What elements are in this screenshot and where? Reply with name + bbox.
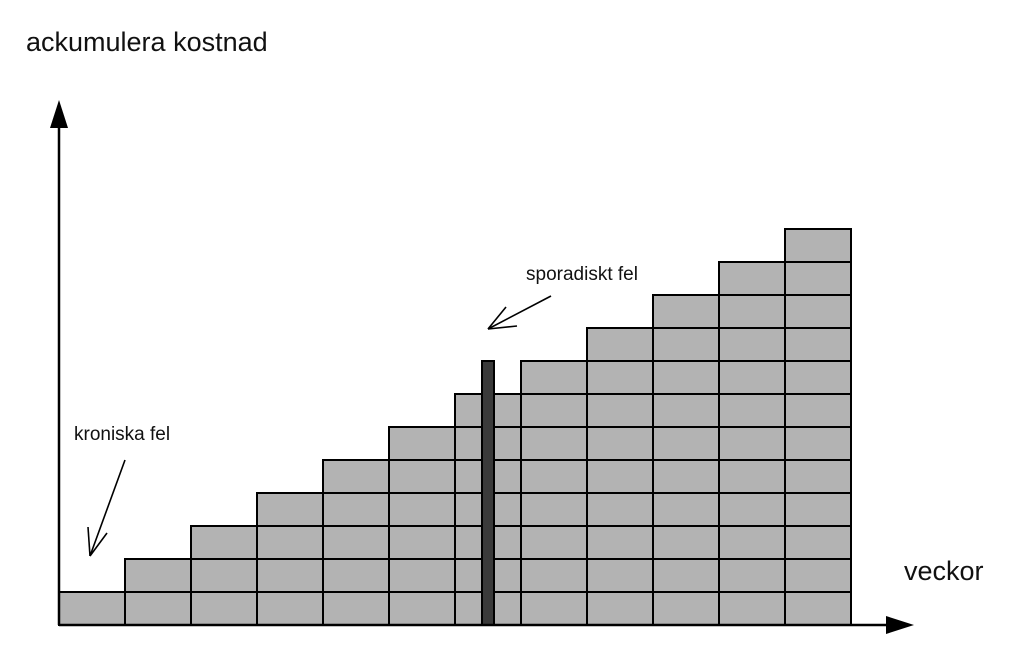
cost-block [718, 492, 786, 527]
cost-block [520, 459, 588, 494]
cost-block [784, 294, 852, 329]
cost-block [718, 393, 786, 428]
cost-block [256, 492, 324, 527]
cost-block [322, 492, 390, 527]
cost-block [718, 525, 786, 560]
cost-block [652, 360, 720, 395]
cost-block [256, 558, 324, 593]
cost-block [718, 261, 786, 296]
cost-block [784, 327, 852, 362]
y-axis-arrow-icon [50, 100, 68, 128]
cost-block [388, 525, 456, 560]
cost-block [586, 459, 654, 494]
cost-block [784, 459, 852, 494]
cost-block [784, 228, 852, 263]
cost-block [718, 558, 786, 593]
cost-block [784, 525, 852, 560]
cost-block [586, 558, 654, 593]
cost-block [652, 525, 720, 560]
chronic-arrow-icon [87, 459, 126, 557]
cost-block [784, 426, 852, 461]
sporadic-spike-group [481, 360, 495, 626]
cost-block [586, 525, 654, 560]
cost-block [652, 459, 720, 494]
cost-block [388, 492, 456, 527]
cost-block [520, 426, 588, 461]
cost-block [718, 426, 786, 461]
cost-block [190, 591, 258, 626]
cost-block [520, 525, 588, 560]
sporadic-failure-label: sporadiskt fel [526, 264, 638, 285]
cost-blocks [58, 228, 852, 626]
cost-block [520, 492, 588, 527]
cost-block [784, 492, 852, 527]
cost-block [388, 591, 456, 626]
cost-block [520, 591, 588, 626]
cost-block [190, 558, 258, 593]
cost-block [784, 591, 852, 626]
cost-block [784, 360, 852, 395]
cost-block [520, 558, 588, 593]
sporadic-arrow-icon [487, 295, 552, 330]
cost-block [652, 393, 720, 428]
cost-block [718, 360, 786, 395]
cost-block [718, 294, 786, 329]
cost-block [124, 591, 192, 626]
cost-block [388, 426, 456, 461]
cost-block [652, 492, 720, 527]
sporadic-spike-bar [481, 360, 495, 626]
cost-block [124, 558, 192, 593]
cost-block [652, 426, 720, 461]
cost-block [322, 459, 390, 494]
cost-block [586, 393, 654, 428]
cost-block [586, 426, 654, 461]
y-axis-label: ackumulera kostnad [26, 27, 268, 57]
x-axis-arrow-icon [886, 616, 914, 634]
cost-block [652, 558, 720, 593]
cost-block [652, 294, 720, 329]
cost-block [388, 558, 456, 593]
cost-block [256, 591, 324, 626]
cost-block [652, 327, 720, 362]
chronic-failure-label: kroniska fel [74, 424, 171, 445]
cost-block [322, 525, 390, 560]
cost-block [520, 393, 588, 428]
cost-block [784, 393, 852, 428]
cost-block [58, 591, 126, 626]
cost-block [784, 261, 852, 296]
cost-block [388, 459, 456, 494]
cost-block [652, 591, 720, 626]
cost-block [586, 591, 654, 626]
cost-block [322, 591, 390, 626]
cost-block [190, 525, 258, 560]
x-axis-label: veckor [904, 556, 984, 586]
cost-block [784, 558, 852, 593]
cost-block [256, 525, 324, 560]
cost-block [322, 558, 390, 593]
cost-block [586, 492, 654, 527]
cost-block [586, 327, 654, 362]
cost-block [718, 327, 786, 362]
cost-block [586, 360, 654, 395]
cost-block [718, 459, 786, 494]
cost-block [520, 360, 588, 395]
cost-block [718, 591, 786, 626]
